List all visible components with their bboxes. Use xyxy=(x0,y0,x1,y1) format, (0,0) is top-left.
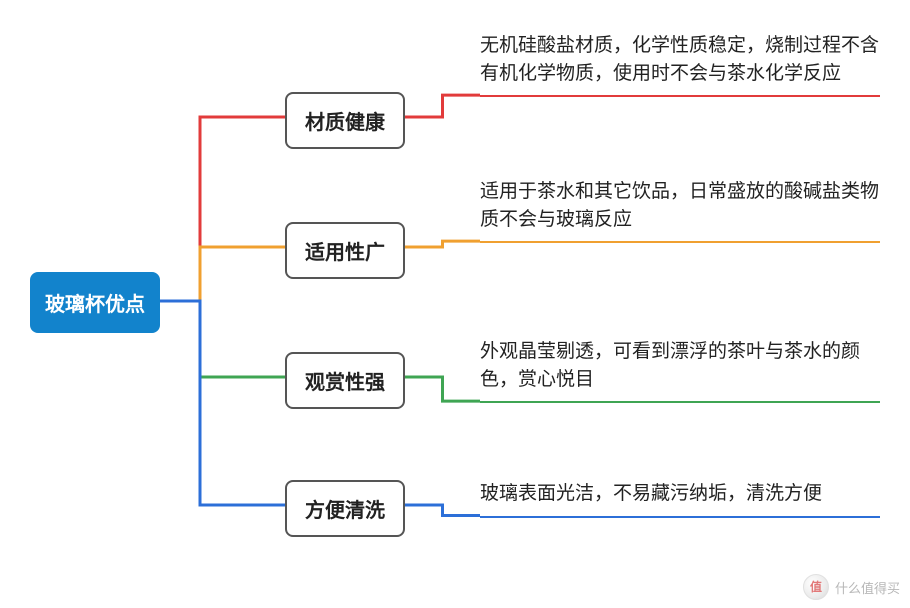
branch-description-2: 外观晶莹剔透，可看到漂浮的茶叶与茶水的颜色，赏心悦目 xyxy=(480,338,880,403)
branch-description-3: 玻璃表面光洁，不易藏污纳垢，清洗方便 xyxy=(480,480,880,518)
branch-node-1: 适用性广 xyxy=(285,222,405,279)
watermark-icon xyxy=(803,574,829,600)
watermark: 什么值得买 xyxy=(803,574,900,600)
branch-node-0: 材质健康 xyxy=(285,92,405,149)
branch-label: 方便清洗 xyxy=(305,500,385,522)
root-label: 玻璃杯优点 xyxy=(45,294,145,316)
branch-label: 观赏性强 xyxy=(305,372,385,394)
branch-node-3: 方便清洗 xyxy=(285,480,405,537)
root-node: 玻璃杯优点 xyxy=(30,272,160,333)
branch-description-1: 适用于茶水和其它饮品，日常盛放的酸碱盐类物质不会与玻璃反应 xyxy=(480,178,880,243)
branch-node-2: 观赏性强 xyxy=(285,352,405,409)
branch-label: 材质健康 xyxy=(305,112,385,134)
branch-label: 适用性广 xyxy=(305,242,385,264)
watermark-text: 什么值得买 xyxy=(835,578,900,597)
branch-description-0: 无机硅酸盐材质，化学性质稳定，烧制过程不含有机化学物质，使用时不会与茶水化学反应 xyxy=(480,32,880,97)
